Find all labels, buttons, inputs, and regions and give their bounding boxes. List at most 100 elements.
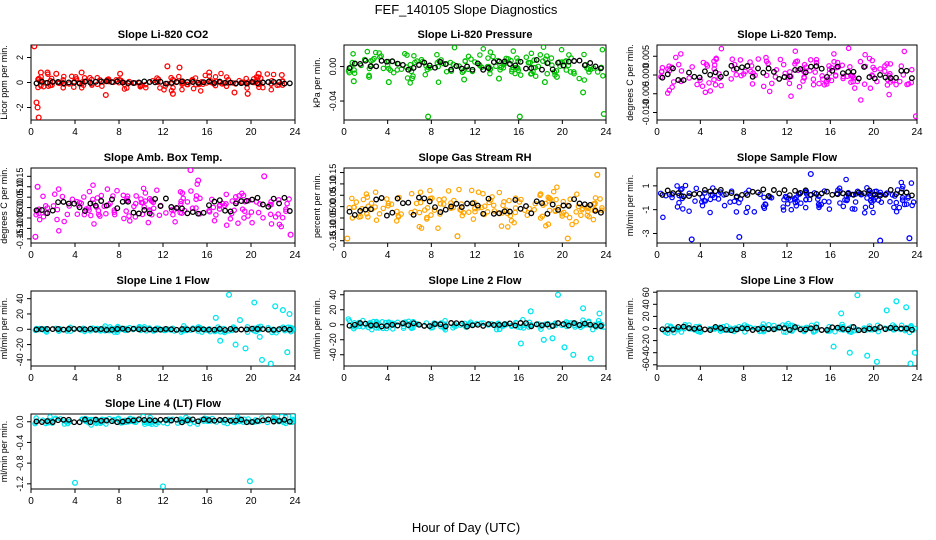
panel-5: Slope Gas Stream RH percent per min. 0 4 8 12… xyxy=(312,152,612,261)
overlay-point xyxy=(565,58,572,65)
band-point xyxy=(901,201,908,208)
x-tick-label: 20 xyxy=(868,373,880,384)
overlay-point xyxy=(818,327,825,333)
data-point xyxy=(564,235,571,242)
band-point xyxy=(94,195,101,201)
overlay-point xyxy=(270,78,277,85)
overlay-point xyxy=(792,66,799,73)
band-point xyxy=(154,187,160,194)
band-point xyxy=(86,188,93,195)
x-tick-label: 20 xyxy=(245,373,257,384)
band-point xyxy=(872,194,879,201)
y-tick-label: -0.05 xyxy=(328,208,338,229)
band-point xyxy=(394,208,400,215)
y-tick-label: -2 xyxy=(15,103,25,111)
band-point xyxy=(867,85,874,92)
band-point xyxy=(718,45,725,52)
overlay-point xyxy=(146,417,153,424)
overlay-point xyxy=(549,66,556,73)
x-tick-label: 8 xyxy=(429,127,435,138)
overlay-point xyxy=(286,418,293,425)
band-point xyxy=(373,325,380,331)
overlay-point xyxy=(549,201,556,208)
overlay-point xyxy=(259,326,266,333)
overlay-point xyxy=(232,200,239,207)
overlay-point xyxy=(560,321,567,328)
overlay-point xyxy=(71,79,78,86)
overlay-point xyxy=(749,188,756,195)
y-tick-label: -40 xyxy=(641,346,651,359)
overlay-point xyxy=(98,78,105,85)
overlay-point xyxy=(776,190,783,197)
overlay-point xyxy=(675,190,682,197)
band-point xyxy=(866,55,873,62)
overlay-point xyxy=(432,321,438,327)
overlay-point xyxy=(474,202,481,209)
y-tick-label: -0.10 xyxy=(15,218,25,239)
overlay-point xyxy=(60,198,67,205)
y-tick-label: -20 xyxy=(15,338,25,351)
overlay-point xyxy=(818,190,825,197)
x-tick-label: 20 xyxy=(557,250,569,261)
band-point xyxy=(689,64,696,70)
band-point xyxy=(176,73,182,80)
band-point xyxy=(462,58,469,65)
y-tick-label: -1.2 xyxy=(15,476,25,492)
overlay-point xyxy=(373,63,380,70)
band-point xyxy=(81,194,87,200)
overlay-point xyxy=(109,196,115,203)
overlay-point xyxy=(60,416,67,423)
band-point xyxy=(558,46,565,53)
y-tick-label: 0.15 xyxy=(328,164,338,182)
overlay-point xyxy=(71,325,78,332)
overlay-point xyxy=(92,416,99,423)
data-point xyxy=(846,349,853,356)
overlay-point xyxy=(882,326,889,333)
band-point xyxy=(364,48,371,55)
data-point xyxy=(206,69,213,76)
band-point xyxy=(581,51,587,58)
x-tick-label: 8 xyxy=(741,373,747,384)
overlay-point xyxy=(723,191,730,198)
band-point xyxy=(839,62,846,69)
overlay-point xyxy=(571,196,578,203)
overlay-point xyxy=(152,79,159,86)
overlay-point xyxy=(786,73,793,80)
overlay-point xyxy=(744,325,751,332)
y-tick-label: 40 xyxy=(15,294,25,304)
data-point xyxy=(140,414,147,420)
overlay-point xyxy=(82,78,88,85)
x-tick-label: 8 xyxy=(429,250,435,261)
overlay-point xyxy=(533,198,540,205)
overlay-point xyxy=(581,62,588,69)
overlay-point xyxy=(675,77,682,83)
overlay-point xyxy=(362,57,369,64)
band-point xyxy=(487,70,493,77)
data-point xyxy=(278,71,285,79)
band-point xyxy=(899,195,906,201)
data-point xyxy=(34,183,41,190)
band-point xyxy=(901,48,908,55)
overlay-point xyxy=(739,64,745,71)
overlay-point xyxy=(576,322,583,328)
band-point xyxy=(142,190,149,196)
band-point xyxy=(477,52,483,58)
overlay-point xyxy=(523,320,529,327)
band-point xyxy=(373,217,380,224)
overlay-point xyxy=(691,191,698,198)
band-point xyxy=(465,209,472,216)
band-point xyxy=(177,189,184,195)
x-tick-label: 16 xyxy=(513,127,525,138)
x-tick-label: 4 xyxy=(72,127,78,138)
overlay-point xyxy=(908,326,915,333)
overlay-point xyxy=(65,416,72,423)
overlay-point xyxy=(871,325,878,332)
band-point xyxy=(520,325,527,331)
overlay-point xyxy=(480,322,487,329)
band-point xyxy=(289,418,295,425)
data-point xyxy=(570,351,577,358)
panel-title: Slope Amb. Box Temp. xyxy=(104,152,223,164)
overlay-point xyxy=(38,419,45,425)
band-point xyxy=(792,48,799,55)
